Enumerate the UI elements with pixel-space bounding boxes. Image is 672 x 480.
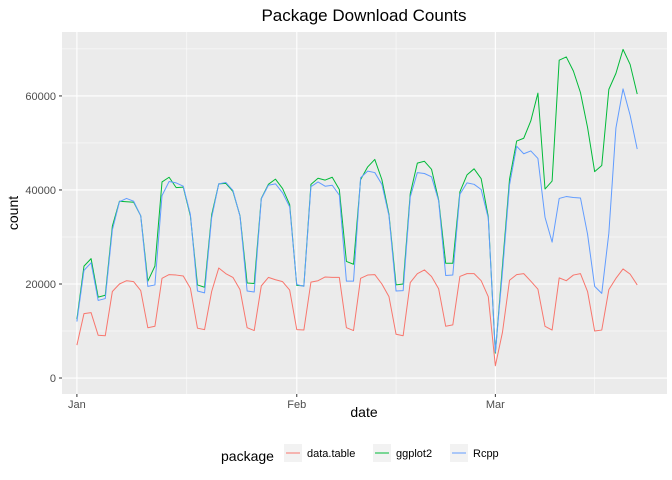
x-axis: Jan Feb Mar <box>68 394 505 411</box>
y-axis: 0 20000 40000 60000 <box>25 91 62 385</box>
grid-major <box>62 32 667 394</box>
x-tick-label: Mar <box>486 399 505 411</box>
legend-title: package <box>221 448 274 464</box>
chart-title: Package Download Counts <box>261 6 466 25</box>
series-line-ggplot2 <box>76 48 638 354</box>
legend: package data.table ggplot2 Rcpp <box>221 444 499 464</box>
x-tick-label: Jan <box>68 399 86 411</box>
y-axis-title: count <box>5 196 21 230</box>
y-tick-label: 60000 <box>25 91 56 103</box>
grid-minor <box>62 32 667 394</box>
x-axis-title: date <box>350 404 377 420</box>
series-lines <box>76 48 638 367</box>
y-tick-label: 0 <box>50 373 56 385</box>
y-tick-label: 20000 <box>25 279 56 291</box>
series-line-data-table <box>76 267 638 367</box>
legend-label: data.table <box>307 448 355 460</box>
legend-label: Rcpp <box>473 448 499 460</box>
plot-panel <box>62 32 667 394</box>
legend-label: ggplot2 <box>396 448 432 460</box>
series-line-rcpp <box>76 88 638 353</box>
y-tick-label: 40000 <box>25 185 56 197</box>
x-tick-label: Feb <box>287 399 306 411</box>
